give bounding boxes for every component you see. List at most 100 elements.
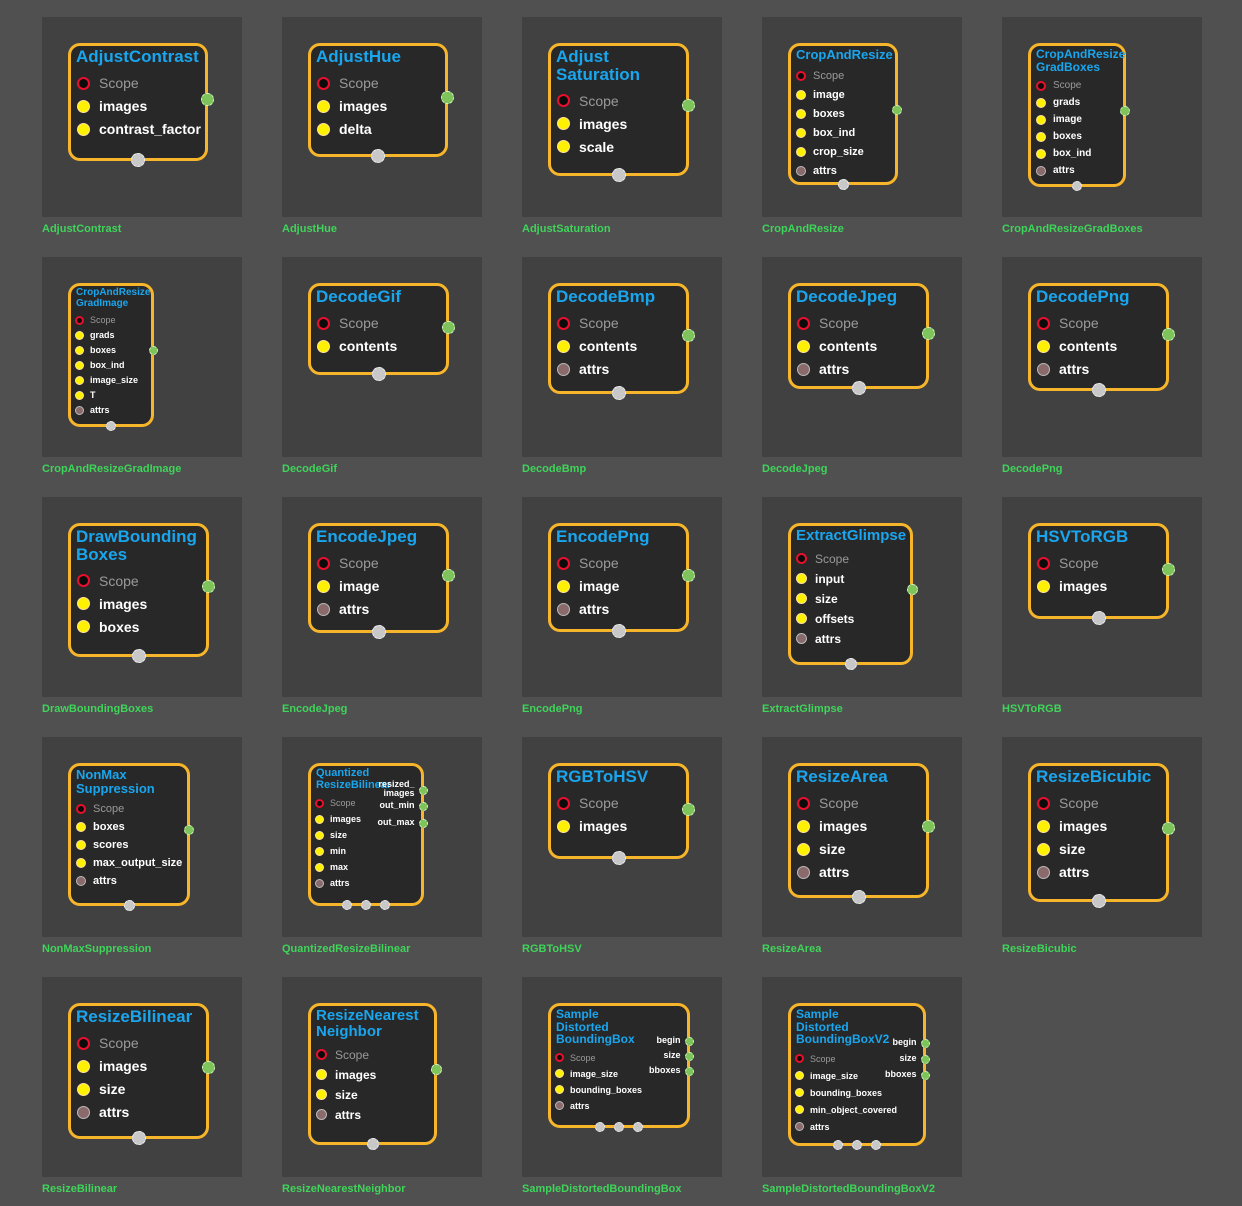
input-pin-dot[interactable] (315, 814, 324, 824)
graph-node[interactable]: CropAndResize GradImage Scope grads boxes bo… (68, 283, 158, 431)
node-caption[interactable]: CropAndResize (762, 223, 844, 235)
control-pin[interactable] (371, 625, 386, 639)
input-pin[interactable]: contents (557, 335, 637, 358)
input-pin-dot[interactable] (77, 99, 90, 113)
input-pin[interactable]: size (1037, 838, 1085, 861)
attrs-pin[interactable]: attrs (557, 598, 609, 621)
attr-pin-dot[interactable] (1036, 165, 1046, 176)
control-pin[interactable] (380, 900, 390, 910)
input-pin-dot[interactable] (795, 1071, 804, 1081)
input-pin-dot[interactable] (75, 345, 84, 355)
graph-node[interactable]: ResizeBicubic Scope images size attrs (1028, 763, 1175, 908)
input-pin[interactable]: images (1037, 815, 1107, 838)
input-pin-dot[interactable] (1037, 339, 1050, 353)
attrs-pin[interactable]: attrs (555, 1098, 590, 1114)
output-pin[interactable] (920, 1055, 930, 1065)
output-pin[interactable] (201, 579, 215, 593)
control-pin[interactable] (366, 1138, 379, 1150)
output-pin[interactable] (418, 802, 428, 812)
input-pin[interactable]: boxes (77, 615, 139, 638)
output-pin[interactable] (681, 329, 695, 343)
scope-pin-dot[interactable] (797, 796, 810, 810)
node-caption[interactable]: DecodeJpeg (762, 463, 828, 475)
input-pin-dot[interactable] (75, 375, 84, 385)
input-pin[interactable]: size (316, 1085, 358, 1105)
input-pin-dot[interactable] (317, 122, 330, 136)
graph-node[interactable]: ExtractGlimpse Scope input size offsets attrs (788, 523, 918, 670)
graph-node[interactable]: ResizeNearest Neighbor Scope images size att… (308, 1003, 442, 1150)
node-caption[interactable]: SampleDistortedBoundingBox (522, 1183, 682, 1195)
input-pin-dot[interactable] (315, 846, 324, 856)
attr-pin-dot[interactable] (316, 1109, 327, 1120)
scope-pin-dot[interactable] (317, 556, 330, 570)
attrs-pin[interactable]: attrs (315, 875, 350, 891)
input-pin[interactable]: boxes (796, 104, 845, 123)
scope-pin[interactable]: Scope (796, 549, 849, 569)
control-pin[interactable] (851, 890, 866, 904)
input-pin-dot[interactable] (315, 830, 324, 840)
input-pin[interactable]: grads (75, 328, 115, 343)
control-pin[interactable] (614, 1122, 624, 1132)
input-pin-dot[interactable] (77, 620, 90, 634)
output-pin[interactable] (921, 327, 935, 341)
node-caption[interactable]: ResizeNearestNeighbor (282, 1183, 406, 1195)
graph-node[interactable]: Adjust Saturation Scope images scale (548, 43, 695, 182)
node-caption[interactable]: RGBToHSV (522, 943, 582, 955)
control-pin[interactable] (131, 1131, 146, 1145)
attrs-pin[interactable]: attrs (795, 1118, 830, 1135)
input-pin[interactable]: contents (1037, 335, 1117, 358)
attr-pin-dot[interactable] (317, 602, 330, 616)
graph-node[interactable]: ResizeBilinear Scope images size attrs (68, 1003, 215, 1145)
input-pin-dot[interactable] (1037, 579, 1050, 593)
output-pin[interactable] (684, 1051, 694, 1061)
output-pin[interactable] (1161, 562, 1175, 576)
attr-pin-dot[interactable] (797, 865, 810, 879)
output-pin[interactable] (441, 320, 455, 334)
input-pin-dot[interactable] (1037, 819, 1050, 833)
node-caption[interactable]: EncodePng (522, 703, 583, 715)
scope-pin[interactable]: Scope (555, 1050, 596, 1066)
input-pin[interactable]: size (77, 1078, 125, 1101)
scope-pin[interactable]: Scope (557, 792, 619, 815)
input-pin[interactable]: min (315, 843, 346, 859)
control-pin[interactable] (595, 1122, 605, 1132)
input-pin[interactable]: box_ind (75, 358, 125, 373)
control-pin[interactable] (611, 168, 626, 182)
output-pin[interactable] (920, 1071, 930, 1081)
input-pin-dot[interactable] (75, 360, 84, 370)
control-pin[interactable] (106, 421, 116, 431)
input-pin-dot[interactable] (796, 127, 806, 138)
input-pin[interactable]: box_ind (1036, 145, 1091, 162)
scope-pin[interactable]: Scope (315, 795, 356, 811)
input-pin-dot[interactable] (77, 1059, 90, 1073)
input-pin-dot[interactable] (1036, 131, 1046, 142)
scope-pin-dot[interactable] (76, 803, 86, 814)
attr-pin-dot[interactable] (557, 362, 570, 376)
attr-pin-dot[interactable] (315, 878, 324, 888)
output-pin[interactable] (200, 92, 214, 106)
node-caption[interactable]: EncodeJpeg (282, 703, 348, 715)
scope-pin-dot[interactable] (315, 798, 324, 808)
attr-pin-dot[interactable] (796, 165, 806, 176)
input-pin-dot[interactable] (77, 122, 90, 136)
output-pin[interactable] (681, 568, 695, 582)
scope-pin-dot[interactable] (1036, 80, 1046, 91)
graph-node[interactable]: DrawBounding Boxes Scope images boxes (68, 523, 215, 663)
control-pin[interactable] (851, 381, 866, 395)
input-pin[interactable]: image (317, 575, 379, 598)
control-pin[interactable] (633, 1122, 643, 1132)
output-pin[interactable] (684, 1036, 694, 1046)
input-pin[interactable]: bounding_boxes (555, 1082, 642, 1098)
attr-pin-dot[interactable] (797, 362, 810, 376)
graph-node[interactable]: CropAndResize Scope image boxes box_ind crop_… (788, 43, 902, 190)
scope-pin[interactable]: Scope (77, 72, 139, 95)
input-pin-dot[interactable] (75, 390, 84, 400)
input-pin-dot[interactable] (797, 339, 810, 353)
graph-node[interactable]: EncodePng Scope image attrs (548, 523, 695, 638)
input-pin-dot[interactable] (316, 1089, 327, 1100)
scope-pin-dot[interactable] (557, 796, 570, 810)
scope-pin[interactable]: Scope (1037, 552, 1099, 575)
control-pin[interactable] (611, 624, 626, 638)
input-pin[interactable]: images (797, 815, 867, 838)
control-pin[interactable] (844, 658, 857, 670)
